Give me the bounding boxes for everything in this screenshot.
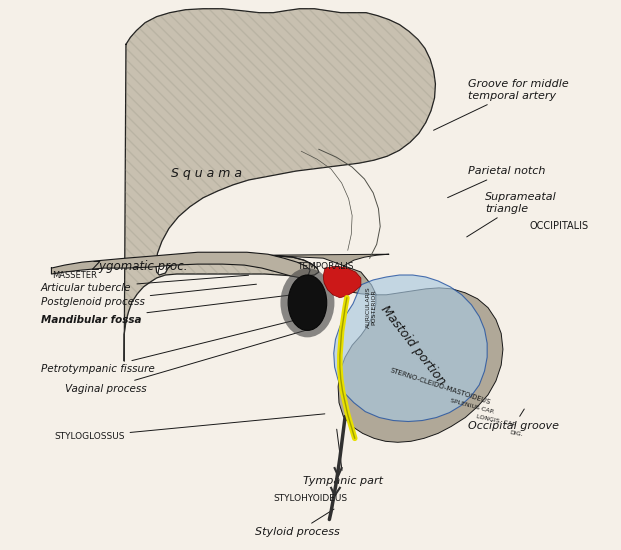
Text: TEMPORALIS: TEMPORALIS	[297, 262, 353, 271]
Text: DIG.: DIG.	[509, 430, 524, 437]
Text: Parietal notch: Parietal notch	[448, 166, 545, 197]
Text: STERNO-CLEIDO-MASTOIDEUS: STERNO-CLEIDO-MASTOIDEUS	[389, 368, 491, 406]
Text: LONGIS. CAP.: LONGIS. CAP.	[476, 414, 517, 427]
Text: Postglenoid process: Postglenoid process	[41, 284, 256, 307]
Text: S q u a m a: S q u a m a	[171, 167, 242, 179]
Ellipse shape	[288, 275, 327, 331]
Text: Groove for middle
temporal artery: Groove for middle temporal artery	[433, 79, 569, 130]
Text: Mandibular fossa: Mandibular fossa	[41, 295, 290, 324]
Text: Styloid process: Styloid process	[255, 509, 339, 537]
Text: AURICULARIS
POSTERIOR: AURICULARIS POSTERIOR	[366, 287, 377, 328]
Text: STYLOGLOSSUS: STYLOGLOSSUS	[54, 414, 325, 441]
Text: OCCIPITALIS: OCCIPITALIS	[529, 221, 588, 230]
Text: MASSETER: MASSETER	[52, 272, 97, 280]
Polygon shape	[262, 254, 503, 442]
Polygon shape	[52, 252, 310, 278]
Text: Articular tubercle: Articular tubercle	[41, 275, 248, 293]
Text: Vaginal process: Vaginal process	[65, 328, 312, 394]
Text: STYLOHYOIDEUS: STYLOHYOIDEUS	[273, 494, 347, 503]
Polygon shape	[124, 9, 435, 361]
Text: Suprameatal
triangle: Suprameatal triangle	[467, 192, 557, 237]
Text: Zygomatic proc.: Zygomatic proc.	[91, 260, 188, 273]
Polygon shape	[333, 275, 487, 421]
Text: Petrotympanic fissure: Petrotympanic fissure	[41, 318, 303, 374]
Polygon shape	[323, 266, 361, 298]
Text: Mastoid portion: Mastoid portion	[378, 303, 448, 388]
Text: Occipital groove: Occipital groove	[468, 409, 559, 431]
Ellipse shape	[281, 268, 335, 337]
Text: SPLENIUS CAP.: SPLENIUS CAP.	[450, 398, 495, 415]
Text: Tympanic part: Tympanic part	[304, 429, 383, 486]
